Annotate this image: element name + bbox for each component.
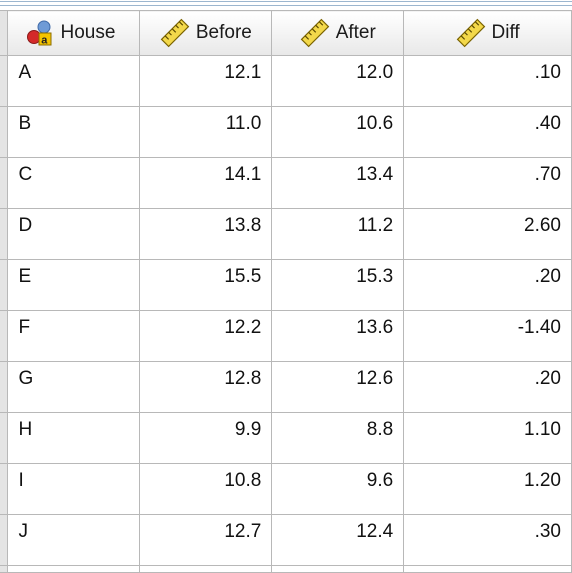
cell-empty[interactable] xyxy=(7,565,141,573)
cell-house[interactable]: E xyxy=(7,259,141,311)
cell-before[interactable]: 14.1 xyxy=(139,157,273,209)
row-header[interactable] xyxy=(0,463,9,515)
table-row[interactable]: I 10.8 9.6 1.20 xyxy=(0,463,572,515)
row-header[interactable] xyxy=(0,565,9,573)
cell-after[interactable]: 11.2 xyxy=(271,208,405,260)
cell-before[interactable]: 12.1 xyxy=(139,55,273,107)
scale-variable-icon xyxy=(456,18,485,48)
cell-house[interactable]: G xyxy=(7,361,141,413)
column-header-before[interactable]: Before xyxy=(139,10,273,56)
scale-variable-icon xyxy=(300,18,329,48)
cell-after[interactable]: 15.3 xyxy=(271,259,405,311)
table-row[interactable]: H 9.9 8.8 1.10 xyxy=(0,412,572,464)
window-border-top xyxy=(0,1,572,2)
row-header[interactable] xyxy=(0,157,9,209)
cell-before[interactable]: 15.5 xyxy=(139,259,273,311)
column-header-label: Before xyxy=(195,22,252,43)
data-grid: a House xyxy=(0,10,572,573)
cell-diff[interactable]: 1.20 xyxy=(403,463,572,515)
cell-house[interactable]: C xyxy=(7,157,141,209)
table-row[interactable]: F 12.2 13.6 -1.40 xyxy=(0,310,572,362)
cell-after[interactable]: 10.6 xyxy=(271,106,405,158)
table-row-empty[interactable] xyxy=(0,565,572,573)
table-row[interactable]: J 12.7 12.4.30 xyxy=(0,514,572,566)
cell-after[interactable]: 12.6 xyxy=(271,361,405,413)
cell-house[interactable]: J xyxy=(7,514,141,566)
table-row[interactable]: E 15.5 15.3.20 xyxy=(0,259,572,311)
cell-diff[interactable]: .20 xyxy=(403,361,572,413)
cell-house[interactable]: I xyxy=(7,463,141,515)
row-header[interactable] xyxy=(0,208,9,260)
svg-text:a: a xyxy=(42,35,49,47)
table-row[interactable]: A 12.1 12.0.10 xyxy=(0,55,572,107)
cell-diff[interactable]: .20 xyxy=(403,259,572,311)
cell-before[interactable]: 9.9 xyxy=(139,412,273,464)
cell-house[interactable]: D xyxy=(7,208,141,260)
data-table: a House xyxy=(0,10,572,573)
cell-before[interactable]: 13.8 xyxy=(139,208,273,260)
row-header[interactable] xyxy=(0,106,9,158)
cell-diff[interactable]: 1.10 xyxy=(403,412,572,464)
cell-after[interactable]: 12.4 xyxy=(271,514,405,566)
cell-diff[interactable]: .70 xyxy=(403,157,572,209)
cell-after[interactable]: 8.8 xyxy=(271,412,405,464)
cell-before[interactable]: 11.0 xyxy=(139,106,273,158)
column-header-house[interactable]: a House xyxy=(7,10,141,56)
row-header[interactable] xyxy=(0,310,9,362)
cell-before[interactable]: 10.8 xyxy=(139,463,273,515)
cell-diff[interactable]: .40 xyxy=(403,106,572,158)
cell-before[interactable]: 12.2 xyxy=(139,310,273,362)
cell-diff[interactable]: .10 xyxy=(403,55,572,107)
row-header[interactable] xyxy=(0,412,9,464)
cell-house[interactable]: H xyxy=(7,412,141,464)
window-border-inner xyxy=(0,5,572,6)
cell-house[interactable]: A xyxy=(7,55,141,107)
column-header-label: Diff xyxy=(491,22,520,43)
row-header[interactable] xyxy=(0,55,9,107)
cell-empty[interactable] xyxy=(271,565,405,573)
cell-after[interactable]: 13.4 xyxy=(271,157,405,209)
column-header-after[interactable]: After xyxy=(271,10,405,56)
row-header[interactable] xyxy=(0,361,9,413)
cell-empty[interactable] xyxy=(403,565,572,573)
cell-empty[interactable] xyxy=(139,565,273,573)
cell-after[interactable]: 12.0 xyxy=(271,55,405,107)
table-row[interactable]: D 13.8 11.2 2.60 xyxy=(0,208,572,260)
cell-after[interactable]: 9.6 xyxy=(271,463,405,515)
cell-house[interactable]: B xyxy=(7,106,141,158)
row-header-corner[interactable] xyxy=(0,10,9,56)
table-row[interactable]: C 14.1 13.4.70 xyxy=(0,157,572,209)
cell-before[interactable]: 12.7 xyxy=(139,514,273,566)
table-row[interactable]: G 12.8 12.6.20 xyxy=(0,361,572,413)
cell-before[interactable]: 12.8 xyxy=(139,361,273,413)
column-header-label: House xyxy=(60,22,116,43)
scale-variable-icon xyxy=(160,18,190,48)
column-header-label: After xyxy=(335,22,376,43)
cell-diff[interactable]: -1.40 xyxy=(403,310,572,362)
row-header[interactable] xyxy=(0,514,9,566)
row-header[interactable] xyxy=(0,259,9,311)
column-header-diff[interactable]: Diff xyxy=(403,10,572,56)
cell-after[interactable]: 13.6 xyxy=(271,310,405,362)
header-row: a House xyxy=(0,10,572,56)
cell-house[interactable]: F xyxy=(7,310,141,362)
cell-diff[interactable]: .30 xyxy=(403,514,572,566)
cell-diff[interactable]: 2.60 xyxy=(403,208,572,260)
table-row[interactable]: B 11.0 10.6.40 xyxy=(0,106,572,158)
nominal-variable-icon: a xyxy=(27,20,52,47)
